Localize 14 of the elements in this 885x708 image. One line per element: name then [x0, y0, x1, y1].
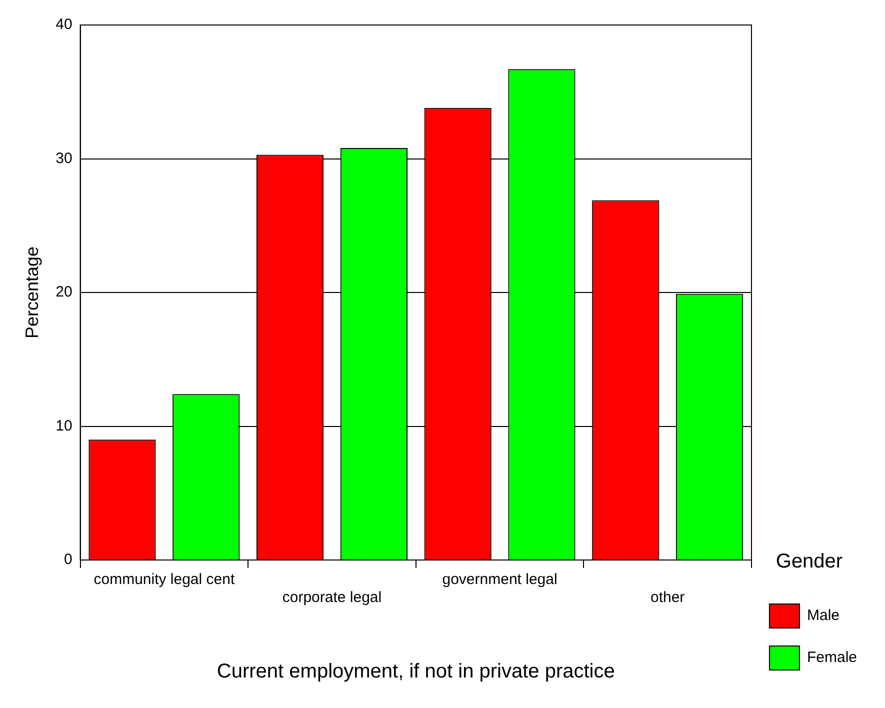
legend-label: Male — [806, 607, 840, 624]
y-tick-label: 0 — [64, 551, 72, 568]
y-tick-label: 40 — [56, 16, 72, 34]
x-tick-label: other — [650, 589, 685, 606]
y-tick-label: 20 — [56, 284, 72, 301]
legend-label: Female — [806, 649, 858, 666]
x-axis-title: Current employment, if not in private practice — [216, 660, 615, 683]
legend-title: Gender — [776, 550, 843, 573]
y-axis-title: Percentage — [22, 246, 42, 339]
y-tick-label: 30 — [56, 150, 72, 167]
x-tick-label: government legal — [442, 571, 558, 588]
x-tick-label: corporate legal — [282, 589, 382, 606]
y-tick-label: 10 — [56, 417, 72, 434]
x-tick-label: community legal cent — [94, 571, 236, 588]
